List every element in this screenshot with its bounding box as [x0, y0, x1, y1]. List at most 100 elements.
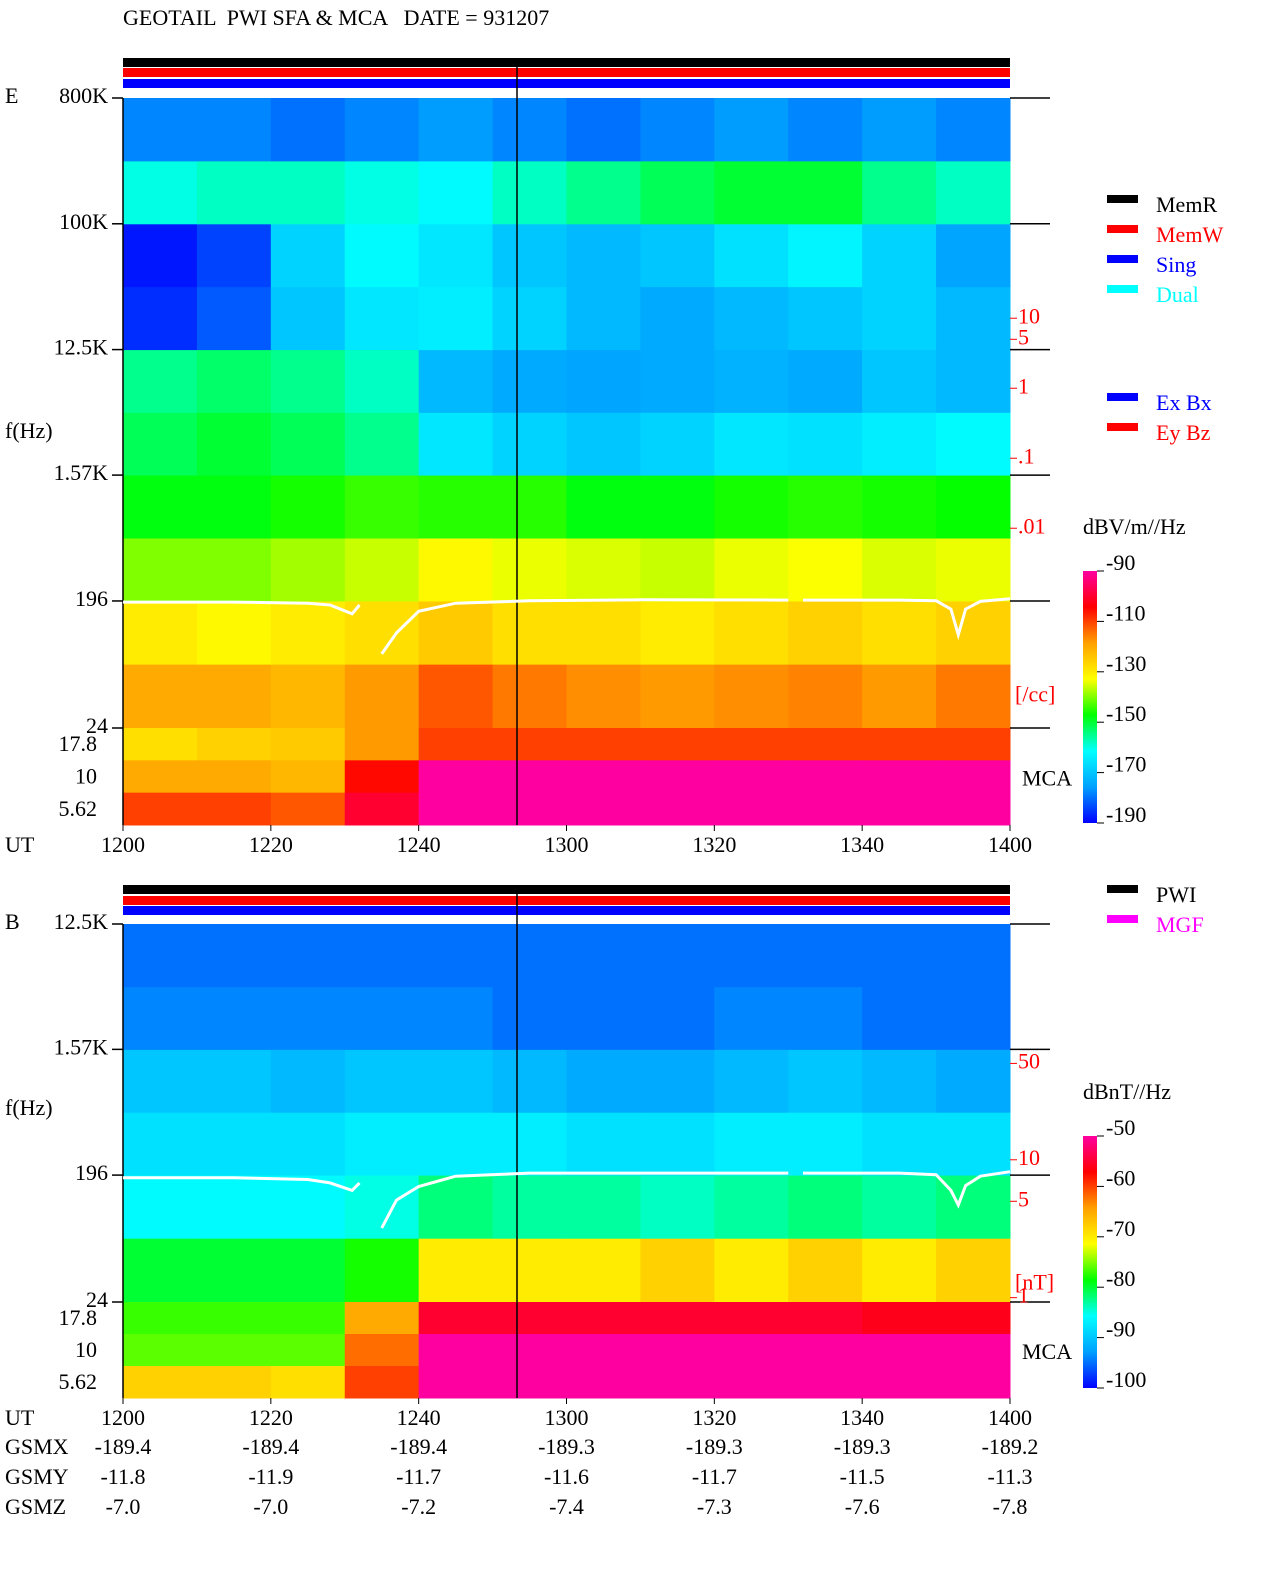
spectrogram-cell — [123, 475, 198, 539]
colorbar-tick-label: -80 — [1106, 1266, 1135, 1291]
mca-cell — [714, 760, 789, 794]
spectrogram-cell — [270, 1238, 346, 1303]
spectrogram-cell — [418, 600, 494, 665]
mca-cell — [714, 1366, 789, 1399]
spectrogram-cell — [196, 349, 272, 413]
spectrogram-cell — [566, 286, 641, 351]
spectrogram-cell — [862, 1049, 937, 1113]
spectrogram-cell — [270, 475, 346, 539]
spectrogram-cell — [640, 600, 715, 665]
mca-cell — [344, 1334, 420, 1367]
mca-cell — [492, 728, 567, 761]
spectrogram-cell — [270, 1112, 346, 1176]
mca-cell — [862, 1334, 937, 1367]
spectrogram-cell — [492, 1175, 567, 1239]
spectrogram-cell — [418, 1238, 494, 1303]
spectrogram-cell — [862, 664, 937, 729]
x-tick-label: 1400 — [988, 1405, 1032, 1430]
spectrogram-cell — [714, 1112, 789, 1176]
spectrogram-cell — [123, 1049, 198, 1113]
spectrogram-cell — [936, 537, 1011, 602]
mca-row-label: 17.8 — [59, 1305, 98, 1330]
mca-cell — [788, 1302, 863, 1335]
spectrogram-cell — [640, 286, 715, 351]
spectrogram-cell — [714, 1049, 789, 1113]
y-tick-label: 800K — [59, 83, 108, 108]
y-tick-label: 24 — [86, 1287, 108, 1312]
spectrogram-cell — [566, 986, 641, 1050]
mca-cell — [418, 1334, 494, 1367]
legend-label: Dual — [1156, 282, 1199, 307]
spectrogram-cell — [123, 600, 198, 665]
legend-swatch — [1107, 255, 1138, 263]
mca-cell — [862, 1302, 937, 1335]
mca-cell — [344, 1302, 420, 1335]
spectrogram-cell — [418, 1175, 494, 1239]
spectrogram-cell — [788, 986, 863, 1050]
spectrogram-cell — [788, 664, 863, 729]
spectrogram-cell — [862, 537, 937, 602]
spectrogram-cell — [270, 1049, 346, 1113]
mca-cell — [270, 1366, 346, 1399]
spectrogram-cell — [640, 1238, 715, 1303]
mca-cell — [788, 760, 863, 794]
y-tick-label: 100K — [59, 209, 108, 234]
spectrogram-cell — [714, 537, 789, 602]
status-bar — [123, 896, 1010, 905]
spectrogram-cell — [862, 286, 937, 351]
legend-swatch — [1107, 393, 1138, 401]
mca-cell — [714, 1302, 789, 1335]
spectrogram-cell — [566, 349, 641, 413]
mca-row-label: 10 — [75, 764, 97, 789]
mca-cell — [640, 1366, 715, 1399]
spectrogram-cell — [714, 98, 789, 162]
spectrogram-cell — [492, 160, 567, 225]
mca-cell — [714, 728, 789, 761]
legend-label: PWI — [1156, 882, 1196, 907]
spectrogram-cell — [196, 600, 272, 665]
spectrogram-cell — [936, 664, 1011, 729]
y2-tick-label: .1 — [1018, 443, 1035, 468]
mca-cell — [418, 728, 494, 761]
mca-cell — [862, 728, 937, 761]
spectrogram-cell — [418, 924, 494, 988]
x-tick-label: 1200 — [101, 832, 145, 857]
ephemeris-value: -189.2 — [982, 1434, 1039, 1459]
x-axis-label: UT — [5, 832, 35, 857]
spectrogram-cell — [566, 223, 641, 288]
y2-tick-label: 10 — [1018, 1145, 1040, 1170]
spectrogram-cell — [492, 349, 567, 413]
y-tick-label: 196 — [75, 586, 108, 611]
mca-row-label: 10 — [75, 1337, 97, 1362]
spectrogram-cell — [936, 349, 1011, 413]
ephemeris-value: -7.6 — [845, 1494, 880, 1519]
y2-tick-label: 5 — [1018, 1186, 1029, 1211]
spectrogram-cell — [936, 412, 1011, 476]
x-tick-label: 1400 — [988, 832, 1032, 857]
spectrogram-cell — [936, 160, 1011, 225]
mca-cell — [566, 760, 641, 794]
mca-cell — [492, 1302, 567, 1335]
mca-cell — [123, 1334, 198, 1367]
spectrogram-cell — [196, 1175, 272, 1239]
spectrogram-cell — [862, 223, 937, 288]
spectrogram-cell — [862, 1238, 937, 1303]
spectrogram-cell — [344, 1049, 420, 1113]
y-tick-label: 24 — [86, 713, 108, 738]
spectrogram-cell — [492, 1238, 567, 1303]
spectrogram-cell — [344, 223, 420, 288]
spectrogram-cell — [196, 537, 272, 602]
ephemeris-value: -7.0 — [106, 1494, 141, 1519]
spectrogram-cell — [196, 223, 272, 288]
spectrogram-cell — [123, 537, 198, 602]
spectrogram-cell — [714, 160, 789, 225]
y-tick-label: 12.5K — [54, 335, 109, 360]
spectrogram-cell — [270, 98, 346, 162]
spectrogram-cell — [344, 286, 420, 351]
spectrogram-cell — [640, 349, 715, 413]
mca-label: MCA — [1022, 766, 1072, 791]
mca-cell — [936, 1302, 1011, 1335]
spectrogram-cell — [862, 412, 937, 476]
spectrogram-cell — [936, 475, 1011, 539]
spectrogram-cell — [196, 1238, 272, 1303]
